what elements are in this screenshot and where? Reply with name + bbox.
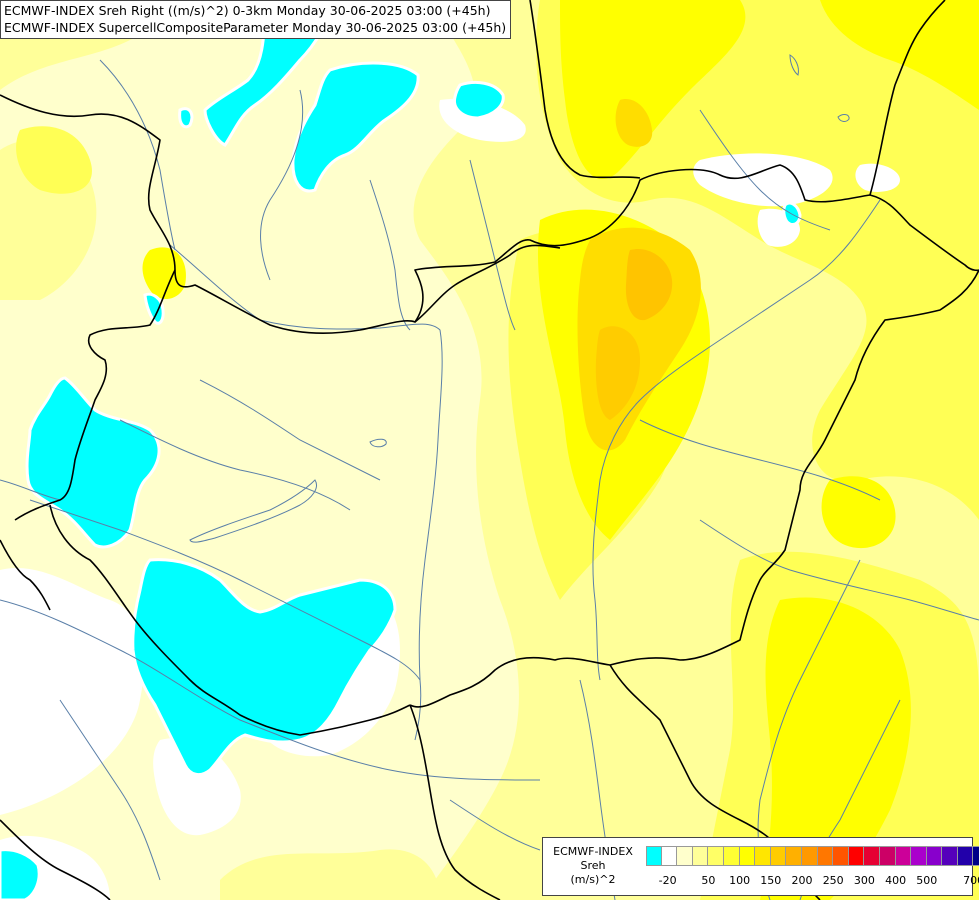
legend-tick-label: 50 bbox=[701, 874, 716, 887]
legend-swatch bbox=[770, 846, 787, 866]
border-serbia bbox=[409, 704, 501, 900]
river-north-2 bbox=[99, 59, 176, 251]
river-lake-balaton bbox=[189, 479, 317, 543]
legend-swatch bbox=[661, 846, 678, 866]
border-west-si bbox=[0, 539, 51, 611]
legend-tick-label: 150 bbox=[760, 874, 782, 887]
legend-swatch bbox=[942, 846, 958, 866]
legend-tick-label: 500 bbox=[916, 874, 938, 887]
river-sava bbox=[0, 599, 541, 781]
legend-swatch bbox=[677, 846, 693, 866]
legend-tick-label: 400 bbox=[885, 874, 907, 887]
legend-swatch bbox=[692, 846, 709, 866]
river-east-3 bbox=[699, 519, 979, 621]
river-drava bbox=[29, 499, 421, 681]
river-hron bbox=[469, 159, 516, 331]
river-network bbox=[0, 54, 979, 900]
river-ne bbox=[699, 109, 831, 231]
legend-swatch bbox=[911, 846, 927, 866]
legend-swatch bbox=[786, 846, 802, 866]
river-tisza bbox=[592, 199, 881, 681]
border-cz-at-sk bbox=[0, 94, 979, 335]
river-lake-n bbox=[789, 54, 799, 76]
border-slovakia-north bbox=[529, 0, 641, 179]
legend-ticks: -20 50 100 150 200 250 300 400 500 700 bbox=[646, 874, 979, 888]
border-hu-hr bbox=[49, 504, 411, 736]
legend-tick-label: 700 bbox=[963, 874, 979, 887]
river-north-1 bbox=[260, 89, 304, 281]
map-title-line-2: ECMWF-INDEX SupercellCompositeParameter … bbox=[4, 20, 507, 35]
legend-swatch bbox=[817, 846, 834, 866]
river-vah bbox=[369, 179, 411, 331]
legend-tick-label: 300 bbox=[853, 874, 875, 887]
legend-swatch bbox=[926, 846, 943, 866]
river-mur bbox=[119, 419, 351, 511]
map-title-line-1: ECMWF-INDEX Sreh Right ((m/s)^2) 0-3km M… bbox=[4, 3, 491, 18]
legend-swatch bbox=[864, 846, 880, 866]
legend-swatches bbox=[646, 846, 979, 866]
river-raba bbox=[199, 379, 381, 481]
color-legend: ECMWF-INDEX Sreh (m/s)^2 -20 50 100 150 200 2… bbox=[542, 837, 979, 896]
map-title-box: ECMWF-INDEX Sreh Right ((m/s)^2) 0-3km M… bbox=[0, 0, 512, 39]
legend-swatch bbox=[723, 846, 740, 866]
legend-swatch bbox=[708, 846, 724, 866]
river-east-4 bbox=[639, 419, 881, 501]
legend-swatch bbox=[973, 846, 979, 866]
legend-tick-label: 100 bbox=[729, 874, 751, 887]
legend-title-parameter: Sreh bbox=[580, 859, 606, 872]
river-danube bbox=[169, 244, 443, 741]
river-south-1 bbox=[449, 799, 541, 851]
border-croatia-bosnia bbox=[0, 819, 111, 900]
legend-swatch bbox=[646, 846, 662, 866]
river-west-1 bbox=[0, 479, 61, 501]
border-hu-sk-ua bbox=[414, 244, 561, 323]
legend-swatch bbox=[739, 846, 756, 866]
sreh-field-gold bbox=[577, 99, 701, 451]
legend-tick-label: -20 bbox=[658, 874, 677, 887]
legend-title: ECMWF-INDEX Sreh (m/s)^2 bbox=[545, 845, 641, 887]
river-sw bbox=[59, 699, 161, 881]
legend-swatch bbox=[895, 846, 912, 866]
border-pl-ua bbox=[869, 0, 946, 196]
border-at-hu bbox=[14, 269, 176, 521]
legend-swatch bbox=[833, 846, 849, 866]
legend-swatch bbox=[755, 846, 771, 866]
sreh-field-negative bbox=[0, 0, 802, 900]
river-lake-ne bbox=[837, 114, 850, 122]
legend-swatch bbox=[848, 846, 865, 866]
border-hu-ro bbox=[409, 269, 979, 708]
legend-title-source: ECMWF-INDEX bbox=[553, 845, 633, 858]
legend-swatch bbox=[879, 846, 896, 866]
legend-swatch bbox=[801, 846, 818, 866]
legend-tick-label: 250 bbox=[822, 874, 844, 887]
legend-tick-label: 200 bbox=[791, 874, 813, 887]
legend-swatch bbox=[957, 846, 974, 866]
river-lake-small bbox=[369, 438, 387, 448]
legend-title-unit: (m/s)^2 bbox=[570, 873, 616, 886]
